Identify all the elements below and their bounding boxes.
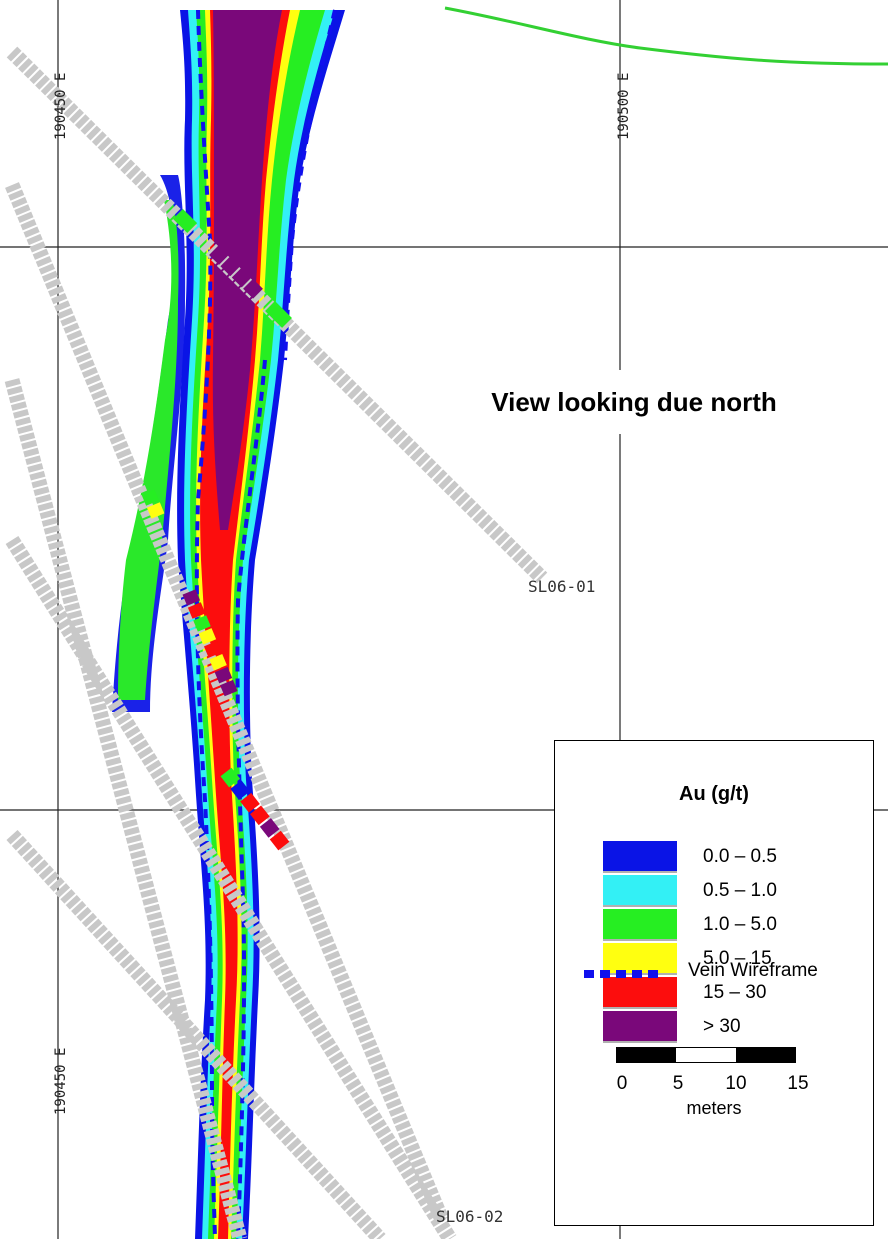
- drill-hole-labels: SL06-01 SL06-02: [436, 577, 595, 1226]
- legend-swatch: [603, 875, 677, 907]
- scale-segment: [617, 1048, 677, 1062]
- drill-hole-sl06-02-trace: [5, 182, 449, 1223]
- easting-label-3: 190450 E: [53, 1048, 69, 1115]
- legend-swatch: [603, 1011, 677, 1043]
- grade-halo-west: [112, 175, 186, 712]
- grade-envelope-high: [212, 10, 282, 530]
- easting-labels: 190450 E 190500 E 190450 E: [53, 73, 632, 1115]
- drill-hole-5-trace: [4, 378, 248, 1239]
- easting-label-1: 190450 E: [53, 73, 69, 140]
- assay-intervals: [141, 209, 292, 851]
- legend-title: Au (g/t): [679, 783, 749, 805]
- legend-row-grade-3: 1.0 – 5.0: [603, 909, 863, 943]
- scale-segment: [676, 1048, 736, 1062]
- legend-row-grade-6: > 30: [603, 1011, 863, 1045]
- legend-row-grade-1: 0.0 – 0.5: [603, 841, 863, 875]
- legend-wireframe-row: Vein Wireframe: [584, 960, 864, 990]
- legend-swatch: [603, 909, 677, 941]
- topography-line: [444, 6, 888, 66]
- map-title: View looking due north: [438, 370, 830, 434]
- drill-hole-label-sl06-02: SL06-02: [436, 1207, 503, 1226]
- drill-hole-label-sl06-01: SL06-01: [528, 577, 595, 596]
- scale-unit-label: meters: [686, 1098, 742, 1118]
- legend-range-label: 1.0 – 5.0: [703, 914, 777, 935]
- scale-segment: [735, 1048, 795, 1062]
- scale-tick-label: 0: [616, 1073, 628, 1094]
- legend-swatch: [603, 841, 677, 873]
- easting-label-2: 190500 E: [616, 73, 632, 140]
- scale-bar: [616, 1047, 796, 1063]
- legend-row-grade-5: 15 – 30: [603, 977, 863, 1011]
- scale-tick-label: 10: [725, 1073, 747, 1094]
- scale-tick-label: 15: [787, 1073, 809, 1094]
- legend-range-label: 15 – 30: [703, 982, 767, 1003]
- legend-row-grade-2: 0.5 – 1.0: [603, 875, 863, 909]
- legend-wireframe-label: Vein Wireframe: [688, 960, 818, 981]
- scale-tick-label: 5: [672, 1073, 684, 1094]
- legend-swatch: [603, 977, 677, 1009]
- legend-range-label: > 30: [703, 1016, 741, 1037]
- legend-range-label: 0.0 – 0.5: [703, 846, 777, 867]
- dashed-line-icon: [584, 970, 658, 978]
- legend-range-label: 0.5 – 1.0: [703, 880, 777, 901]
- legend-range-label: 5.0 – 15: [703, 948, 772, 969]
- drill-hole-4-trace: [6, 829, 386, 1239]
